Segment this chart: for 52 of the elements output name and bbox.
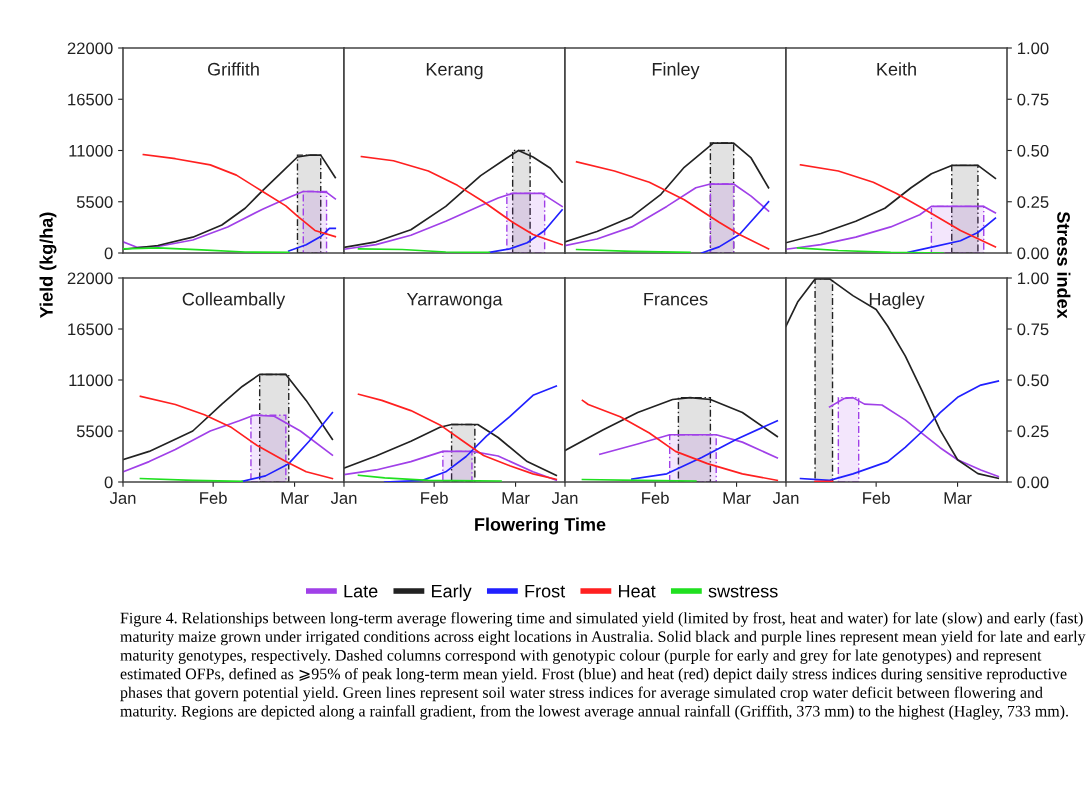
- y-tick-label: 5500: [76, 425, 113, 438]
- y-tick-label: 5500: [76, 196, 113, 208]
- line-series: [123, 190, 337, 249]
- y2-axis-title: Stress index: [1057, 211, 1071, 319]
- x-tick-label: Feb: [863, 491, 890, 504]
- y2-tick-label: 0.00: [1017, 476, 1049, 489]
- text: Yarrawonga: [406, 292, 503, 310]
- x-tick-label: Mar: [502, 492, 530, 504]
- y2-tick-label: 0.25: [1017, 425, 1049, 438]
- legend-label: Frost: [525, 584, 566, 598]
- text: Keith: [877, 62, 916, 76]
- y2-tick-label: 1.00: [1017, 42, 1049, 55]
- x-tick-label: Mar: [281, 492, 309, 504]
- legend-label: swstress: [708, 585, 778, 598]
- y-tick-label: 0: [104, 476, 113, 489]
- line-series: [799, 380, 1000, 482]
- y2-tick-label: 0.75: [1017, 93, 1049, 106]
- y2-tick-label: 0.50: [1017, 144, 1049, 157]
- y2-tick-label: 0.50: [1017, 374, 1049, 387]
- text: Frances: [644, 292, 708, 306]
- x-tick-label: Jan: [551, 492, 578, 504]
- y-tick-label: 16500: [68, 323, 113, 336]
- x-tick-label: Mar: [944, 492, 972, 504]
- y-tick-label: 16500: [68, 93, 113, 106]
- y-tick-label: 22000: [67, 42, 113, 55]
- legend-label: Heat: [619, 584, 656, 598]
- x-tick-label: Feb: [642, 491, 669, 504]
- text: Colleambally: [182, 292, 286, 310]
- y-tick-label: 0: [104, 247, 113, 260]
- x-tick-label: Feb: [200, 491, 227, 504]
- x-tick-label: Mar: [723, 492, 751, 504]
- text: Hagley: [869, 292, 925, 310]
- text: Finley: [652, 62, 700, 80]
- x-tick-label: Jan: [330, 492, 357, 504]
- text: Kerang: [426, 63, 483, 80]
- y2-tick-label: 0.00: [1017, 247, 1049, 260]
- x-axis-title: Flowering Time: [475, 517, 606, 535]
- y2-tick-label: 0.75: [1017, 323, 1049, 336]
- legend-label: Late: [344, 584, 378, 598]
- x-tick-label: Jan: [772, 492, 799, 504]
- x-tick-label: Feb: [421, 491, 448, 504]
- text: Griffith: [207, 62, 259, 76]
- y2-tick-label: 1.00: [1017, 272, 1049, 285]
- y-tick-label: 11000: [69, 144, 113, 157]
- y-axis-title: Yield (kg/ha): [39, 212, 57, 319]
- y2-tick-label: 0.25: [1017, 196, 1049, 208]
- y-tick-label: 22000: [67, 272, 113, 285]
- x-tick-label: Jan: [109, 492, 136, 504]
- y-tick-label: 11000: [69, 374, 113, 387]
- caption: Figure 4. Relationships between long-term average flowering time and simulated yield (limited by frost, heat and water) for late (slow) and early (fast) maturity maize grown under irrigated conditions across eight locations in Australia. Solid black and purple lines represent mean yield for late and early maturity genotypes, respectively. Dashed columns correspond with genotypic colour (purple for early and grey for late genotypes) and represent estimated OFPs, defined as ⩾95% of peak long-term mean yield. Frost (blue) and heat (red) depict daily stress indices during sensitive reproductive phases that govern potential yield. Green lines represent soil water stress indices for average simulated crop water deficit between flowering and maturity. Regions are depicted along a rainfall gradient, from the lowest average annual rainfall (Griffith, 373 mm) to the highest (Hagley, 733 mm).: [120, 612, 1086, 720]
- line-series: [907, 217, 997, 253]
- legend-label: Early: [432, 584, 472, 602]
